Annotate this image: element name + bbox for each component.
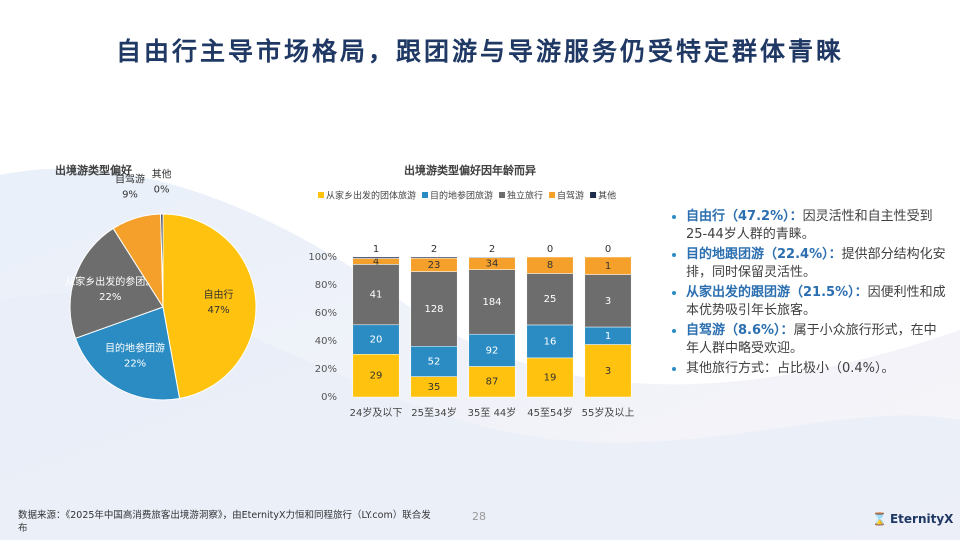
data-label: 92 — [486, 345, 499, 356]
data-label: 4 — [373, 256, 379, 267]
pie-slice — [74, 306, 181, 401]
data-label: 52 — [428, 356, 441, 367]
y-tick-label: 0% — [321, 392, 337, 403]
bullet-text: 因便利性和成本优势吸引年长旅客。 — [686, 285, 946, 318]
bullet: 其他旅行方式：占比极小（0.4%）。 — [686, 360, 946, 378]
data-label: 41 — [370, 290, 383, 301]
y-tick-label: 40% — [315, 336, 337, 347]
bar-segment — [584, 256, 632, 275]
pie-value-label: 22% — [99, 292, 121, 303]
bullet: 从家出发的跟团游（21.5%）：因便利性和成本优势吸引年长旅客。 — [686, 284, 946, 320]
data-label: 0 — [605, 244, 611, 255]
legend-label: 其他 — [598, 190, 616, 202]
bar-segment — [410, 256, 458, 259]
y-tick-label: 20% — [315, 364, 337, 375]
data-label: 8 — [547, 260, 553, 271]
bar-segment — [352, 354, 400, 398]
bullet-text: 属于小众旅行形式，在中年人群中略受欢迎。 — [686, 323, 937, 356]
data-label: 16 — [544, 336, 557, 347]
bullet-bold: 目的地跟团游（22.4%）： — [686, 247, 842, 262]
legend-swatch — [422, 192, 429, 198]
bar-segment — [468, 333, 516, 367]
pie-slice — [162, 213, 257, 400]
data-label: 23 — [428, 260, 441, 271]
bar-segment — [410, 271, 458, 347]
bar-segment — [468, 269, 516, 335]
pie-label: 从家乡出发的参团游 — [65, 275, 155, 288]
bullet-text: 提供部分结构化安排，同时保留灵活性。 — [686, 247, 946, 280]
bar-segment — [468, 256, 516, 258]
x-tick-label: 24岁及以下 — [350, 406, 403, 419]
data-label: 1 — [373, 244, 379, 255]
bullet: 目的地跟团游（22.4%）：提供部分结构化安排，同时保留灵活性。 — [686, 246, 946, 282]
bar-segment — [352, 256, 400, 259]
pie-label: 自由行 — [204, 288, 234, 301]
bar-segment — [526, 357, 574, 398]
x-tick-label: 55岁及以上 — [582, 406, 635, 419]
data-label: 2 — [489, 244, 495, 255]
bar-segment — [468, 366, 516, 398]
bar-segment — [352, 264, 400, 326]
bar-segment — [352, 324, 400, 355]
bullet-text: 因灵活性和自主性受到25-44岁人群的青睐。 — [686, 209, 933, 242]
data-label: 87 — [486, 377, 499, 388]
x-tick-label: 35至 44岁 — [468, 406, 517, 419]
data-label: 20 — [370, 335, 383, 346]
page-number: 28 — [472, 510, 486, 523]
pie-slice — [160, 213, 164, 308]
data-label: 128 — [424, 304, 443, 315]
pie-title: 出境游类型偏好 — [55, 163, 132, 177]
bullet-bold: 自由行（47.2%）： — [686, 209, 803, 224]
data-label: 2 — [431, 244, 437, 255]
legend-label: 自驾游 — [557, 190, 584, 202]
bullet-bold: 从家出发的跟团游（21.5%）： — [686, 285, 868, 300]
bar-segment — [526, 273, 574, 326]
legend-swatch — [499, 192, 506, 198]
data-label: 0 — [547, 244, 553, 255]
data-label: 3 — [605, 366, 611, 377]
data-label: 29 — [370, 371, 383, 382]
y-tick-label: 80% — [315, 280, 337, 291]
x-tick-label: 45至54岁 — [527, 406, 572, 419]
legend-swatch — [549, 192, 556, 198]
legend-swatch — [318, 192, 324, 198]
pie-slice — [69, 227, 164, 339]
legend-label: 独立旅行 — [507, 190, 543, 202]
data-label: 19 — [544, 372, 557, 383]
bar-title: 出境游类型偏好因年龄而异 — [404, 163, 536, 177]
source-note: 数据来源：《2025年中国高消费旅客出境游洞察》，由EternityX力恒和同程… — [18, 510, 431, 534]
bullet-list: 自由行（47.2%）：因灵活性和自主性受到25-44岁人群的青睐。 目的地跟团游… — [672, 208, 946, 380]
y-tick-label: 60% — [315, 308, 337, 319]
bullet-text: 其他旅行方式：占比极小（0.4%）。 — [686, 361, 895, 376]
logo: EternityX — [872, 512, 953, 526]
bullet: 自由行（47.2%）：因灵活性和自主性受到25-44岁人群的青睐。 — [686, 208, 946, 244]
pie-value-label: 22% — [124, 358, 146, 369]
y-tick-label: 100% — [308, 252, 337, 263]
pie-value-label: 47% — [207, 305, 229, 316]
data-label: 34 — [486, 259, 499, 270]
data-label: 184 — [482, 297, 501, 308]
legend-swatch — [590, 192, 597, 198]
pie-value-label: 9% — [122, 189, 138, 200]
data-label: 3 — [605, 296, 611, 307]
pie-label: 目的地参团游 — [105, 341, 165, 354]
data-label: 25 — [544, 294, 557, 305]
data-label: 35 — [428, 382, 441, 393]
bullet: 自驾游（8.6%）：属于小众旅行形式，在中年人群中略受欢迎。 — [686, 322, 946, 358]
legend-label: 从家乡出发的团体旅游 — [326, 190, 416, 202]
pie-label: 自驾游 — [115, 172, 145, 185]
slide-title: 自由行主导市场格局，跟团游与导游服务仍受特定群体青睐 — [115, 37, 844, 66]
data-label: 1 — [605, 261, 611, 272]
bullet-bold: 自驾游（8.6%）： — [686, 323, 794, 338]
bar-segment — [526, 256, 574, 274]
pie-value-label: 0% — [154, 185, 170, 196]
pie-label: 其他 — [152, 168, 172, 181]
legend-label: 目的地参团旅游 — [430, 190, 493, 202]
x-tick-label: 25至34岁 — [411, 406, 456, 419]
data-label: 1 — [605, 331, 611, 342]
